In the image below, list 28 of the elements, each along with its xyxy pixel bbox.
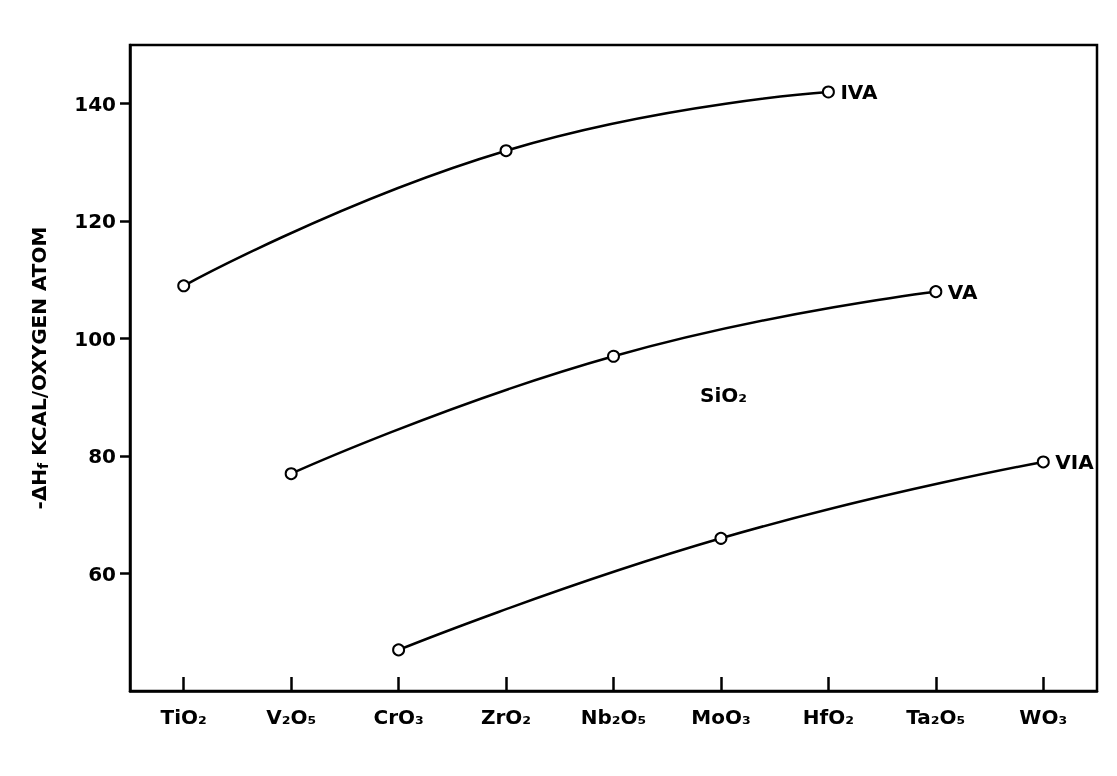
x-tick-label: Nb₂O₅ (580, 705, 647, 729)
point (499, 144, 513, 158)
point (1036, 455, 1050, 469)
x-tick-label: V₂O₅ (266, 705, 317, 729)
x-tick-label: MoO₃ (691, 705, 751, 729)
x-tick-label: ZrO₂ (480, 705, 532, 729)
point (714, 531, 728, 545)
y-tick-label: 140 (74, 91, 116, 116)
point (392, 643, 406, 657)
point (929, 285, 943, 299)
x-tick-label: WO₃ (1019, 705, 1068, 729)
annotation: SiO₂ (700, 383, 748, 407)
point (177, 279, 191, 293)
y-tick-label: 60 (88, 561, 116, 586)
y-tick-label: 80 (88, 444, 116, 469)
series-label: IVA (840, 79, 878, 104)
point (821, 85, 835, 99)
y-tick-label: 120 (74, 209, 116, 234)
point (284, 467, 298, 481)
x-tick-label: Ta₂O₅ (906, 705, 966, 729)
y-axis-title: -ΔHf KCAL/OXYGEN ATOM (27, 226, 51, 510)
x-tick-label: HfO₂ (802, 705, 854, 729)
series-label: VA (947, 279, 978, 304)
x-tick-label: TiO₂ (160, 705, 207, 729)
series-label: VIA (1055, 449, 1095, 474)
point (607, 349, 620, 363)
x-tick-label: CrO₃ (373, 705, 424, 729)
y-tick-label: 100 (74, 326, 116, 351)
